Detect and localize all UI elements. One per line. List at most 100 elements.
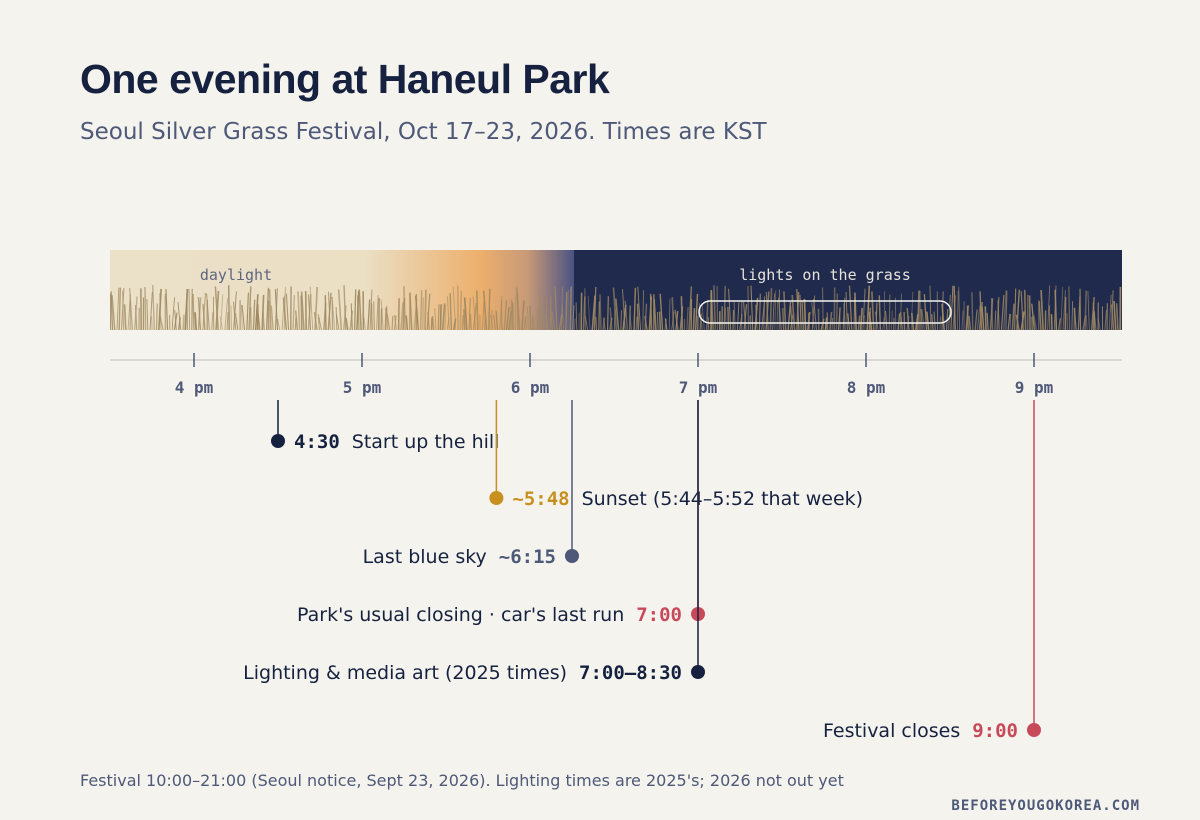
grass-blade bbox=[950, 285, 954, 330]
grass-blade bbox=[769, 288, 773, 330]
grass-blade bbox=[434, 308, 437, 330]
grass-blade bbox=[1085, 315, 1088, 330]
grass-blade bbox=[197, 297, 202, 330]
grass-blade bbox=[1110, 304, 1115, 330]
grass-blade bbox=[737, 302, 740, 330]
grass-blade bbox=[500, 300, 503, 330]
grass-blade bbox=[495, 310, 499, 330]
grass-blade bbox=[134, 305, 138, 330]
grass-blade bbox=[529, 305, 532, 330]
grass-blade bbox=[986, 312, 989, 330]
grass-blade bbox=[560, 287, 563, 330]
grass-blade bbox=[541, 305, 545, 330]
night-label: lights on the grass bbox=[739, 266, 911, 284]
grass-blade bbox=[974, 309, 978, 330]
grass-blade bbox=[782, 307, 785, 330]
grass-blade bbox=[607, 296, 609, 330]
grass-blade bbox=[523, 317, 527, 330]
grass-blade bbox=[635, 316, 638, 330]
grass-blade bbox=[536, 309, 539, 330]
grass-blade bbox=[868, 311, 873, 330]
grass-blade bbox=[686, 306, 689, 330]
grass-blade bbox=[313, 312, 318, 330]
grass-blade bbox=[637, 286, 641, 330]
grass-blade bbox=[565, 292, 568, 330]
grass-blade bbox=[633, 287, 637, 330]
axis-tick-label: 6 pm bbox=[511, 378, 550, 397]
grass-blade bbox=[151, 316, 153, 330]
grass-blade bbox=[701, 303, 705, 330]
grass-blade bbox=[463, 309, 466, 330]
grass-blade bbox=[262, 311, 266, 330]
grass-blade bbox=[1003, 290, 1007, 330]
grass-blade bbox=[716, 285, 719, 330]
event-time: 9:00 bbox=[972, 720, 1018, 742]
grass-blade bbox=[300, 295, 303, 330]
grass-blade bbox=[1079, 288, 1082, 330]
grass-blade bbox=[149, 291, 153, 330]
grass-blade bbox=[294, 317, 297, 330]
grass-blade bbox=[807, 312, 811, 330]
grass-blade bbox=[668, 298, 671, 330]
grass-blade bbox=[561, 303, 565, 330]
grass-blade bbox=[256, 306, 261, 330]
grass-blade bbox=[116, 287, 120, 330]
event-time: 7:00–8:30 bbox=[579, 662, 682, 684]
grass-blade bbox=[268, 289, 272, 330]
grass-blade bbox=[758, 293, 761, 330]
grass-blade bbox=[584, 316, 589, 330]
grass-blade bbox=[1104, 309, 1108, 330]
grass-blade bbox=[1000, 294, 1005, 330]
footnote: Festival 10:00–21:00 (Seoul notice, Sept… bbox=[80, 771, 844, 790]
grass-blade bbox=[206, 293, 210, 330]
grass-blade bbox=[994, 310, 997, 330]
grass-blade bbox=[308, 294, 311, 330]
grass-blade bbox=[888, 294, 891, 330]
grass-blade bbox=[1015, 314, 1020, 330]
grass-blade bbox=[900, 312, 903, 330]
grass-blade bbox=[609, 307, 613, 330]
grass-blade bbox=[309, 286, 314, 330]
grass-blade bbox=[300, 291, 305, 330]
grass-blade bbox=[459, 290, 463, 330]
grass-blade bbox=[776, 299, 779, 330]
grass-blade bbox=[801, 301, 805, 330]
grass-blade bbox=[384, 307, 387, 330]
grass-blade bbox=[248, 286, 252, 330]
grass-blade bbox=[318, 317, 322, 330]
grass-blade bbox=[227, 285, 230, 330]
grass-blade bbox=[182, 314, 185, 330]
grass-blade bbox=[122, 290, 125, 330]
grass-blade bbox=[593, 286, 597, 330]
grass-blade bbox=[688, 286, 693, 330]
grass-blade bbox=[871, 291, 875, 330]
grass-blade bbox=[733, 301, 736, 330]
grass-blade bbox=[1040, 290, 1044, 330]
grass-blade bbox=[469, 313, 472, 330]
grass-blade bbox=[463, 297, 468, 330]
grass-blade bbox=[933, 311, 936, 330]
grass-blade bbox=[910, 291, 914, 330]
grass-blade bbox=[391, 315, 394, 330]
grass-blade bbox=[249, 307, 252, 330]
grass-blade bbox=[829, 311, 833, 330]
event-dot bbox=[1027, 723, 1041, 737]
grass-blade bbox=[354, 289, 357, 330]
grass-blade bbox=[332, 302, 336, 330]
grass-blade bbox=[254, 294, 259, 330]
grass-blade bbox=[765, 291, 769, 330]
grass-blade bbox=[110, 291, 114, 330]
grass-blade bbox=[854, 292, 857, 330]
grass-blade bbox=[587, 295, 591, 330]
grass-blade bbox=[984, 306, 987, 330]
event-marker: 7:00–8:30 Lighting & media art (2025 time… bbox=[243, 400, 705, 684]
grass-blade bbox=[1068, 286, 1071, 330]
grass-blade bbox=[297, 291, 301, 330]
grass-blade bbox=[755, 304, 758, 330]
grass-blade bbox=[539, 295, 543, 330]
grass-blade bbox=[953, 285, 956, 330]
grass-blade bbox=[664, 318, 668, 330]
grass-blade bbox=[653, 298, 657, 330]
grass-blade bbox=[490, 314, 494, 330]
grass-blade bbox=[1084, 290, 1087, 330]
